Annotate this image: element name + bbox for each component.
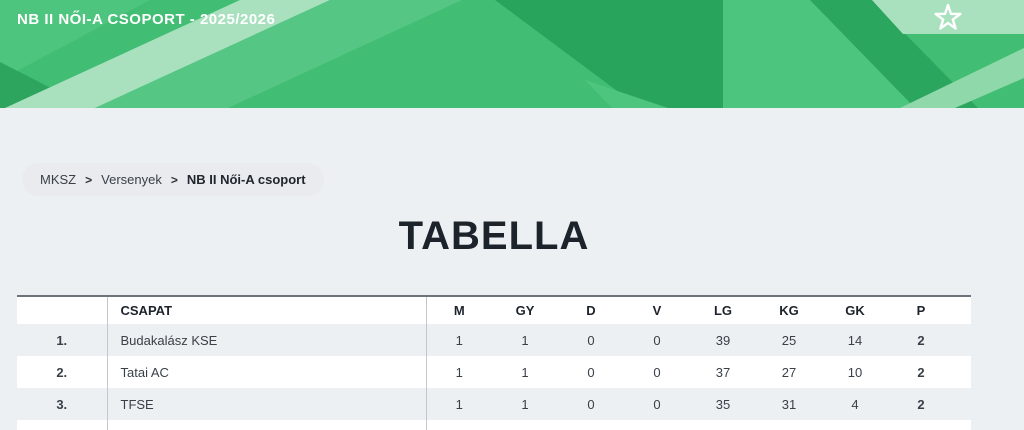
rank-cell: 1. bbox=[17, 324, 108, 356]
team-link[interactable]: Budakalász KSE bbox=[107, 324, 427, 356]
points-cell: 2 bbox=[888, 324, 954, 356]
breadcrumb: MKSZ > Versenyek > NB II Női-A csoport bbox=[22, 163, 324, 196]
kg-cell: 31 bbox=[756, 388, 822, 420]
header-gy: GY bbox=[492, 296, 558, 324]
kg-cell: 27 bbox=[756, 356, 822, 388]
star-icon bbox=[934, 3, 962, 30]
gk-cell: 10 bbox=[822, 356, 888, 388]
header-v: V bbox=[624, 296, 690, 324]
v-cell: 0 bbox=[624, 388, 690, 420]
m-cell: 1 bbox=[426, 388, 492, 420]
competition-banner: NB II NŐI-A CSOPORT - 2025/2026 bbox=[0, 0, 1024, 108]
breadcrumb-item-mksz[interactable]: MKSZ bbox=[40, 172, 77, 187]
v-cell: 0 bbox=[624, 356, 690, 388]
rank-cell: 3. bbox=[17, 388, 108, 420]
points-cell: 2 bbox=[888, 388, 954, 420]
spacer-cell bbox=[954, 388, 971, 420]
header-spacer bbox=[954, 296, 971, 324]
gy-cell: 1 bbox=[492, 356, 558, 388]
lg-cell: 39 bbox=[690, 324, 756, 356]
table-row: 3. TFSE 1 1 0 0 35 31 4 2 bbox=[17, 388, 971, 420]
gk-cell: 14 bbox=[822, 324, 888, 356]
breadcrumb-separator-icon: > bbox=[85, 172, 93, 187]
page-title: TABELLA bbox=[398, 214, 590, 258]
banner-pattern bbox=[0, 0, 1024, 108]
team-link[interactable]: Tatai AC bbox=[107, 356, 427, 388]
team-cell bbox=[107, 420, 427, 430]
breadcrumb-item-current[interactable]: NB II Női-A csoport bbox=[186, 172, 306, 187]
gy-cell: 1 bbox=[492, 324, 558, 356]
kg-cell: 25 bbox=[756, 324, 822, 356]
header-lg: LG bbox=[690, 296, 756, 324]
spacer-cell bbox=[954, 356, 971, 388]
m-cell: 1 bbox=[426, 356, 492, 388]
standings-table: CSAPAT M GY D V LG KG GK P 1. Budakalász… bbox=[17, 295, 971, 430]
header-m: M bbox=[426, 296, 492, 324]
gy-cell: 1 bbox=[492, 388, 558, 420]
lg-cell: 37 bbox=[690, 356, 756, 388]
breadcrumb-item-versenyek[interactable]: Versenyek bbox=[101, 172, 162, 187]
d-cell: 0 bbox=[558, 324, 624, 356]
rank-cell bbox=[17, 420, 108, 430]
gk-cell: 4 bbox=[822, 388, 888, 420]
lg-cell: 35 bbox=[690, 388, 756, 420]
d-cell: 0 bbox=[558, 388, 624, 420]
table-row-partial bbox=[17, 420, 971, 430]
header-csapat: CSAPAT bbox=[107, 296, 427, 324]
v-cell: 0 bbox=[624, 324, 690, 356]
header-rank bbox=[17, 296, 108, 324]
breadcrumb-separator-icon: > bbox=[170, 172, 178, 187]
header-p: P bbox=[888, 296, 954, 324]
d-cell: 0 bbox=[558, 356, 624, 388]
header-kg: KG bbox=[756, 296, 822, 324]
favorite-star-button[interactable] bbox=[932, 3, 964, 35]
table-header-row: CSAPAT M GY D V LG KG GK P bbox=[17, 296, 971, 324]
rank-cell: 2. bbox=[17, 356, 108, 388]
header-gk: GK bbox=[822, 296, 888, 324]
table-row: 1. Budakalász KSE 1 1 0 0 39 25 14 2 bbox=[17, 324, 971, 356]
standings-table-wrap: CSAPAT M GY D V LG KG GK P 1. Budakalász… bbox=[17, 295, 1024, 430]
competition-title: NB II NŐI-A CSOPORT - 2025/2026 bbox=[17, 11, 276, 28]
team-link[interactable]: TFSE bbox=[107, 388, 427, 420]
points-cell: 2 bbox=[888, 356, 954, 388]
header-d: D bbox=[558, 296, 624, 324]
spacer-cell bbox=[954, 324, 971, 356]
table-row: 2. Tatai AC 1 1 0 0 37 27 10 2 bbox=[17, 356, 971, 388]
m-cell: 1 bbox=[426, 324, 492, 356]
breadcrumb-row: MKSZ > Versenyek > NB II Női-A csoport bbox=[0, 108, 1024, 196]
